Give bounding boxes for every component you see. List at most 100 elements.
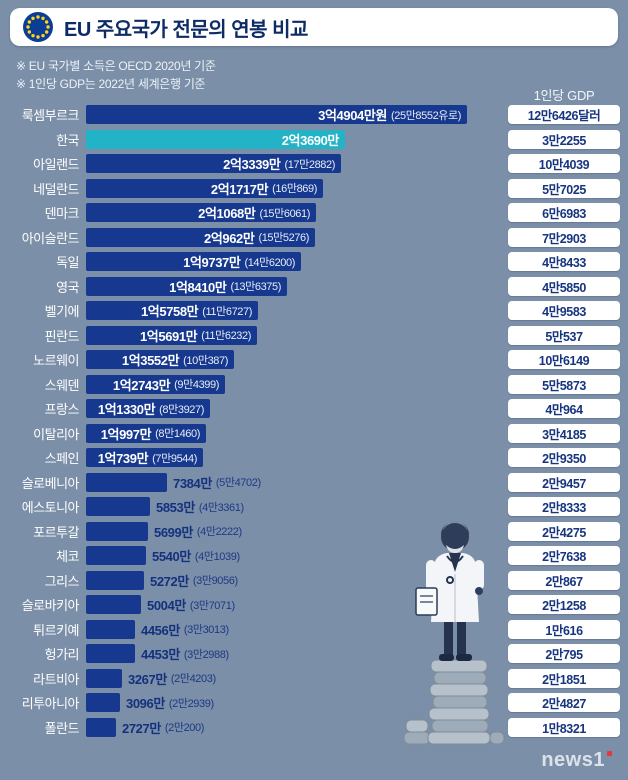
salary-bar (86, 644, 135, 663)
bar-area: 1억3552만 (10만387) (86, 350, 502, 369)
salary-label-outside: 3267만 (2만4203) (128, 669, 216, 688)
salary-value: 2억1717만 (210, 181, 269, 197)
chart-row: 폴란드 2727만 (2만200) 1만8321 (0, 717, 628, 737)
salary-value: 7384만 (173, 475, 212, 491)
gdp-value: 5만7025 (508, 178, 620, 198)
chart-row: 그리스 5272만 (3만9056) 2만867 (0, 570, 628, 590)
title-bar: EU 주요국가 전문의 연봉 비교 (10, 8, 618, 46)
country-label: 아이슬란드 (21, 230, 80, 246)
salary-bar: 1억3552만 (10만387) (86, 350, 234, 369)
page-title: EU 주요국가 전문의 연봉 비교 (64, 18, 308, 41)
country-label: 아일랜드 (33, 157, 79, 172)
chart-row: 벨기에 1억5758만 (11만6727) 4만9583 (0, 301, 628, 320)
gdp-value: 2만1258 (508, 595, 620, 614)
salary-euro: (3만2988) (183, 648, 229, 661)
salary-bar (86, 497, 150, 516)
bar-area: 1억739만 (7만9544) (86, 448, 502, 467)
salary-euro: (7만9544) (152, 452, 197, 465)
chart-row: 아이슬란드 2억962만 (15만5276) 7만2903 (0, 227, 628, 247)
salary-value: 1억5758만 (140, 304, 199, 319)
bar-area: 4453만 (3만2988) (86, 644, 502, 663)
country-label: 체코 (56, 549, 79, 564)
salary-euro: (3만9056) (192, 575, 238, 587)
country-label: 폴란드 (44, 720, 80, 736)
salary-value: 5004만 (147, 598, 186, 613)
salary-value: 5699만 (154, 524, 193, 540)
salary-euro: (9만4399) (174, 379, 219, 391)
gdp-value: 6만6983 (508, 203, 620, 222)
salary-euro: (2만2939) (168, 697, 214, 710)
chart-row: 덴마크 2억1068만 (15만6061) 6만6983 (0, 203, 628, 222)
gdp-value: 2만1851 (508, 668, 620, 688)
bar-area: 2억1068만 (15만6061) (86, 203, 502, 222)
bar-area: 5699만 (4만2222) (86, 521, 502, 541)
chart-row: 스페인 1억739만 (7만9544) 2만9350 (0, 448, 628, 467)
salary-value: 2억1068만 (198, 206, 256, 221)
salary-bar (86, 717, 116, 737)
country-label: 핀란드 (44, 328, 80, 344)
salary-bar: 1억8410만 (13만6375) (86, 276, 287, 296)
salary-bar: 2억1717만 (16만869) (86, 178, 323, 198)
country-label: 에스토니아 (21, 500, 80, 515)
salary-euro: (10만387) (183, 354, 228, 367)
chart-row: 튀르키예 4456만 (3만3013) 1만616 (0, 619, 628, 639)
salary-bar (86, 546, 146, 565)
logo-red-dot (607, 751, 612, 756)
country-label: 프랑스 (44, 402, 80, 417)
salary-value: 1억9737만 (183, 255, 241, 270)
chart-row: 핀란드 1억5691만 (11만6232) 5만537 (0, 325, 628, 345)
gdp-value: 4만8433 (508, 252, 620, 271)
bar-area: 1억997만 (8만1460) (86, 423, 502, 443)
country-label: 이탈리아 (33, 426, 79, 442)
salary-label-outside: 4453만 (3만2988) (141, 644, 229, 663)
gdp-value: 4만5850 (508, 276, 620, 296)
salary-value: 1억2743만 (112, 377, 171, 393)
salary-euro: (14만6200) (244, 256, 295, 269)
chart-row: 라트비아 3267만 (2만4203) 2만1851 (0, 668, 628, 688)
news1-logo: news1 (541, 749, 612, 772)
bar-area: 2억3339만 (17만2882) (86, 154, 502, 173)
salary-euro: (11만6727) (202, 305, 252, 318)
bar-area: 3096만 (2만2939) (86, 693, 502, 712)
salary-euro: (11만6232) (201, 330, 251, 342)
salary-value: 4456만 (141, 622, 180, 638)
chart-row: 프랑스 1억1330만 (8만3927) 4만964 (0, 399, 628, 418)
salary-label-outside: 5853만 (4만3361) (156, 497, 244, 516)
salary-label-outside: 5699만 (4만2222) (154, 522, 242, 541)
salary-value: 3억4904만원 (318, 108, 387, 123)
chart-row: 헝가리 4453만 (3만2988) 2만795 (0, 644, 628, 663)
country-label: 그리스 (44, 573, 80, 589)
source-notes: ※ EU 국가별 소득은 OECD 2020년 기준 ※ 1인당 GDP는 20… (16, 57, 216, 93)
country-label: 덴마크 (44, 206, 80, 221)
country-label: 룩셈부르크 (21, 108, 80, 123)
salary-bar: 2억962만 (15만5276) (86, 227, 315, 247)
salary-value: 5853만 (156, 500, 195, 515)
country-label: 슬로베니아 (21, 475, 80, 491)
gdp-value: 10만4039 (508, 154, 620, 173)
gdp-value: 12만6426달러 (508, 105, 620, 124)
salary-value: 2억3690만 (281, 132, 340, 148)
country-label: 튀르키예 (33, 622, 79, 638)
gdp-value: 4만964 (508, 399, 620, 418)
chart-row: 리투아니아 3096만 (2만2939) 2만4827 (0, 693, 628, 712)
chart-row: 포르투갈 5699만 (4만2222) 2만4275 (0, 521, 628, 541)
salary-bar (86, 668, 122, 688)
gdp-value: 2만4827 (508, 693, 620, 712)
salary-euro: (3만7071) (189, 599, 235, 612)
salary-value: 5272만 (150, 573, 189, 589)
bar-area: 5540만 (4만1039) (86, 546, 502, 565)
salary-value: 1억3552만 (121, 353, 180, 368)
salary-bar (86, 693, 120, 712)
chart-row: 에스토니아 5853만 (4만3361) 2만8333 (0, 497, 628, 516)
salary-bar (86, 595, 141, 614)
salary-euro: (5만4702) (215, 477, 261, 489)
salary-bar: 2억3339만 (17만2882) (86, 154, 341, 173)
bar-area: 1억2743만 (9만4399) (86, 374, 502, 394)
salary-bar: 1억739만 (7만9544) (86, 448, 203, 467)
chart-row: 룩셈부르크 3억4904만원 (25만8552유로) 12만6426달러 (0, 105, 628, 124)
salary-value: 1억1330만 (97, 402, 156, 417)
salary-bar: 1억2743만 (9만4399) (86, 374, 225, 394)
salary-label-outside: 5272만 (3만9056) (150, 571, 238, 590)
salary-bar: 2억3690만 (86, 129, 345, 149)
salary-label-outside: 4456만 (3만3013) (141, 620, 229, 639)
